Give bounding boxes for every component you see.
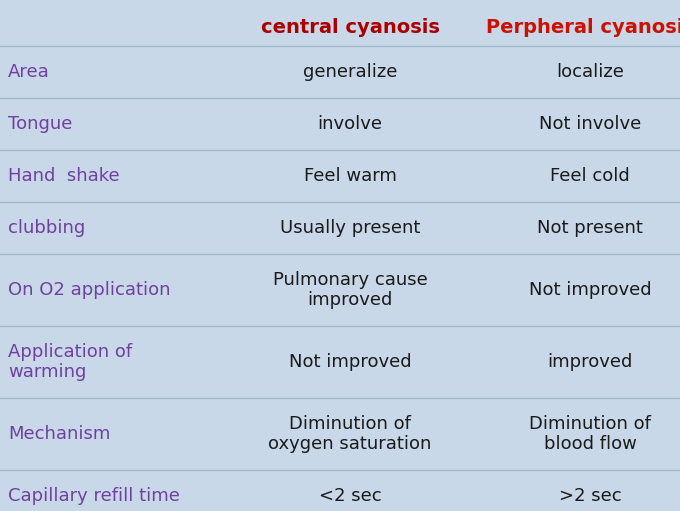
Text: clubbing: clubbing [8, 219, 85, 237]
Text: central cyanosis: central cyanosis [260, 18, 439, 37]
Text: Application of
warming: Application of warming [8, 342, 132, 381]
Text: involve: involve [318, 115, 382, 133]
Text: Not improved: Not improved [528, 281, 651, 299]
Text: Usually present: Usually present [279, 219, 420, 237]
Text: Capillary refill time: Capillary refill time [8, 487, 180, 505]
Text: Not present: Not present [537, 219, 643, 237]
Text: >2 sec: >2 sec [559, 487, 622, 505]
Text: Diminution of
oxygen saturation: Diminution of oxygen saturation [269, 414, 432, 453]
Text: Perpheral cyanosis: Perpheral cyanosis [486, 18, 680, 37]
Text: Diminution of
blood flow: Diminution of blood flow [529, 414, 651, 453]
Text: Area: Area [8, 63, 50, 81]
Text: Tongue: Tongue [8, 115, 72, 133]
Text: Feel warm: Feel warm [303, 167, 396, 185]
Text: generalize: generalize [303, 63, 397, 81]
Text: Not involve: Not involve [539, 115, 641, 133]
Text: localize: localize [556, 63, 624, 81]
Text: Feel cold: Feel cold [550, 167, 630, 185]
Text: Pulmonary cause
improved: Pulmonary cause improved [273, 271, 427, 309]
Text: <2 sec: <2 sec [319, 487, 381, 505]
Text: Mechanism: Mechanism [8, 425, 110, 443]
Text: Hand  shake: Hand shake [8, 167, 120, 185]
Text: Not improved: Not improved [289, 353, 411, 371]
Text: improved: improved [547, 353, 632, 371]
Text: On O2 application: On O2 application [8, 281, 171, 299]
